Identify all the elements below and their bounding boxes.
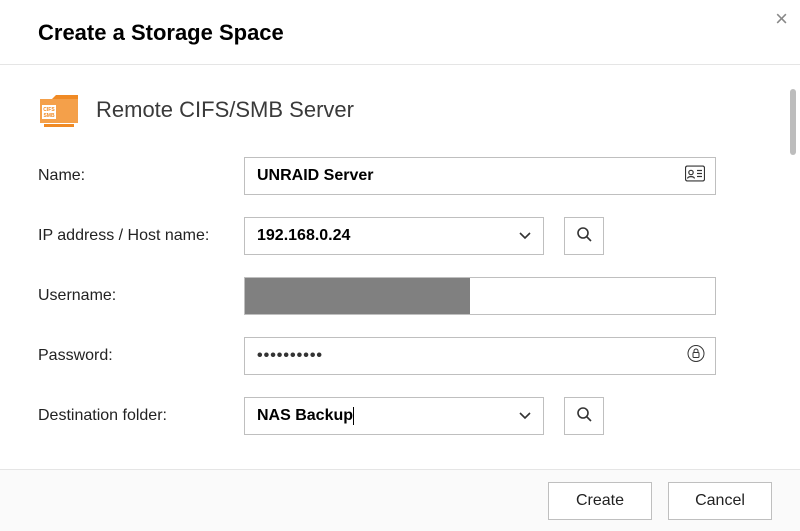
label-destination: Destination folder: (38, 407, 244, 425)
search-icon (576, 406, 592, 427)
ip-search-button[interactable] (564, 217, 604, 255)
password-mask: •••••••••• (257, 347, 323, 365)
row-name: Name: UNRAID Server (38, 157, 762, 195)
dialog-title: Create a Storage Space (38, 20, 284, 45)
show-password-icon[interactable] (687, 345, 705, 368)
username-input[interactable] (244, 277, 716, 315)
cancel-button[interactable]: Cancel (668, 482, 772, 520)
destination-dropdown-value: NAS Backup (257, 407, 354, 425)
section-header: CIFS SMB Remote CIFS/SMB Server (38, 65, 762, 157)
destination-dropdown[interactable]: NAS Backup (244, 397, 544, 435)
id-card-icon[interactable] (685, 166, 705, 187)
row-username: Username: (38, 277, 762, 315)
search-icon (576, 226, 592, 247)
dialog-body: CIFS SMB Remote CIFS/SMB Server Name: UN… (0, 65, 800, 470)
dialog-header: Create a Storage Space × (0, 0, 800, 65)
create-storage-space-dialog: Create a Storage Space × CIFS SMB Remote… (0, 0, 800, 531)
scrollbar-thumb[interactable] (790, 89, 796, 155)
name-input[interactable]: UNRAID Server (244, 157, 716, 195)
password-input[interactable]: •••••••••• (244, 337, 716, 375)
dialog-footer: Create Cancel (0, 469, 800, 531)
chevron-down-icon (519, 227, 531, 245)
row-ip: IP address / Host name: 192.168.0.24 (38, 217, 762, 255)
row-destination: Destination folder: NAS Backup (38, 397, 762, 435)
username-redacted-area (245, 278, 470, 314)
ip-dropdown[interactable]: 192.168.0.24 (244, 217, 544, 255)
row-password: Password: •••••••••• (38, 337, 762, 375)
cifs-smb-folder-icon: CIFS SMB (38, 93, 78, 127)
create-button[interactable]: Create (548, 482, 652, 520)
section-title: Remote CIFS/SMB Server (96, 97, 354, 123)
label-username: Username: (38, 287, 244, 305)
chevron-down-icon (519, 407, 531, 425)
close-icon[interactable]: × (775, 6, 788, 32)
label-ip: IP address / Host name: (38, 227, 244, 245)
name-input-value: UNRAID Server (257, 167, 373, 185)
create-button-label: Create (576, 492, 624, 510)
label-password: Password: (38, 347, 244, 365)
svg-text:SMB: SMB (43, 113, 55, 119)
destination-browse-button[interactable] (564, 397, 604, 435)
label-name: Name: (38, 167, 244, 185)
ip-dropdown-value: 192.168.0.24 (257, 227, 350, 245)
cancel-button-label: Cancel (695, 492, 745, 510)
